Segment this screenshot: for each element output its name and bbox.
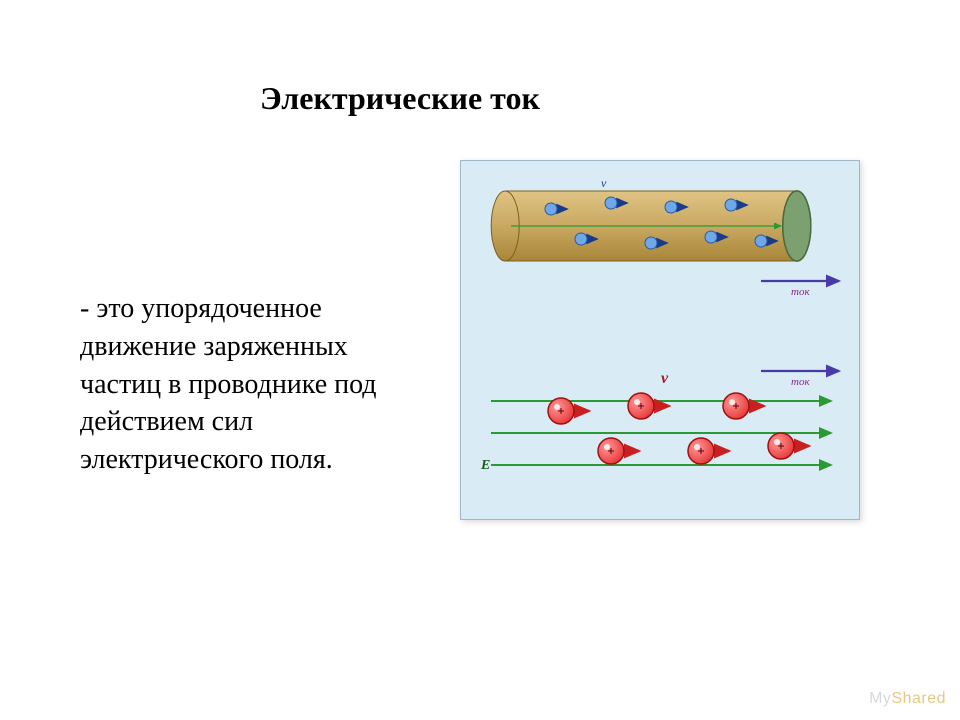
definition-text: - это упорядоченное движение заряженных … <box>80 290 420 479</box>
svg-text:ток: ток <box>791 376 810 388</box>
page-title: Электрические ток <box>260 80 540 117</box>
current-diagram: v ток ток Ev <box>461 161 861 521</box>
watermark-left: My <box>869 690 891 707</box>
watermark: MyShared <box>869 690 946 708</box>
diagram-container: v ток ток Ev <box>460 160 860 520</box>
svg-text:ток: ток <box>791 286 810 298</box>
svg-text:E: E <box>480 458 490 473</box>
svg-text:v: v <box>601 176 607 190</box>
svg-text:v: v <box>661 370 669 387</box>
watermark-right: Shared <box>891 690 946 707</box>
